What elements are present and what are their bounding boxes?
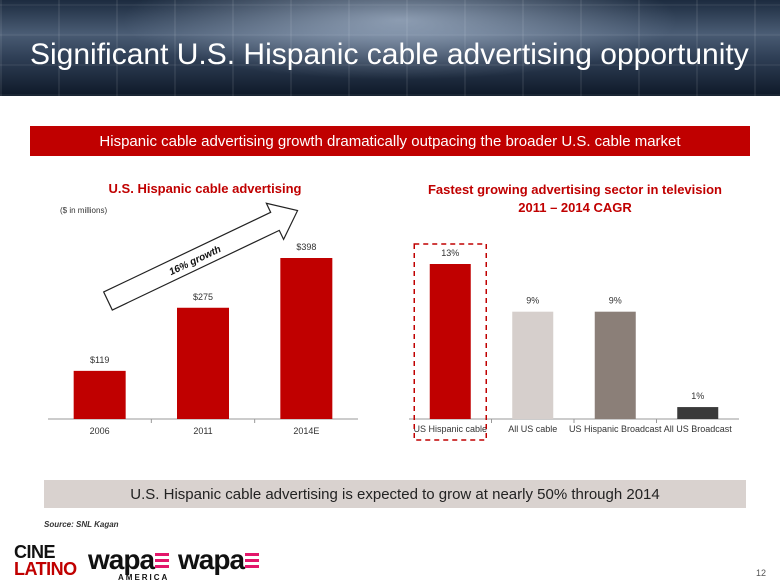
- right-chart-tick-label: US Hispanic cable: [413, 424, 487, 434]
- right-chart-tick-label: All US Broadcast: [664, 424, 733, 434]
- right-bar-chart: 13% US Hispanic cable 9% All US cable 9% US H…: [409, 243, 739, 441]
- wapa-logo: wapa: [178, 544, 260, 575]
- page-number: 12: [756, 568, 767, 578]
- wapa-america-logo: wapa: [88, 544, 170, 575]
- right-chart-tick-label: All US cable: [508, 424, 557, 434]
- highlight-dashed-box: [413, 243, 487, 441]
- growth-arrow-icon: [102, 202, 299, 311]
- header-banner: Significant U.S. Hispanic cable advertis…: [0, 0, 780, 96]
- cine-latino-logo: CINE LATINO: [14, 542, 77, 579]
- left-chart-data-label: $275: [193, 292, 213, 302]
- left-chart-title: U.S. Hispanic cable advertising: [108, 181, 302, 196]
- left-chart-data-label: $398: [296, 242, 316, 252]
- header-background-glow: [120, 0, 680, 80]
- left-chart-bar: [73, 370, 126, 419]
- page-title: Significant U.S. Hispanic cable advertis…: [30, 38, 749, 71]
- right-chart-data-label: 13%: [441, 248, 459, 258]
- right-chart-tick-label: US Hispanic Broadcast: [569, 424, 662, 434]
- right-chart-bar: [594, 311, 636, 419]
- left-chart-tick-label: 2006: [90, 426, 110, 436]
- left-chart-bar: [280, 258, 333, 419]
- right-chart-data-label: 9%: [609, 296, 622, 306]
- wapa-america-logo-subtitle: AMERICA: [118, 573, 170, 582]
- source-note: Source: SNL Kagan: [44, 520, 119, 529]
- cine-latino-logo-line2: LATINO: [14, 559, 77, 579]
- left-chart-tick-label: 2014E: [293, 426, 319, 436]
- right-chart-bar: [429, 264, 471, 419]
- wapa-e-mark-icon: [245, 553, 260, 569]
- right-chart-data-label: 1%: [691, 391, 704, 401]
- cine-latino-logo-line1: CINE: [14, 542, 56, 562]
- left-chart-data-label: $119: [90, 355, 109, 365]
- left-chart-bar: [177, 307, 229, 419]
- wapa-america-logo-text: wapa: [88, 544, 155, 575]
- wapa-logo-text: wapa: [178, 544, 245, 575]
- right-chart-title: Fastest growing advertising sector in te…: [410, 181, 740, 217]
- wapa-e-mark-icon: [155, 553, 170, 569]
- subheader-banner: Hispanic cable advertising growth dramat…: [30, 126, 750, 156]
- right-chart-data-label: 9%: [526, 296, 539, 306]
- left-chart-tick-label: 2011: [193, 426, 212, 436]
- conclusion-banner: U.S. Hispanic cable advertising is expec…: [44, 480, 746, 508]
- left-chart-unit-note: ($ in millions): [60, 206, 108, 215]
- right-chart-bar: [512, 311, 554, 419]
- right-chart-title-line1: Fastest growing advertising sector in te…: [427, 182, 723, 197]
- right-chart-bar: [677, 407, 719, 419]
- right-chart-title-line2: 2011 – 2014 CAGR: [518, 200, 632, 215]
